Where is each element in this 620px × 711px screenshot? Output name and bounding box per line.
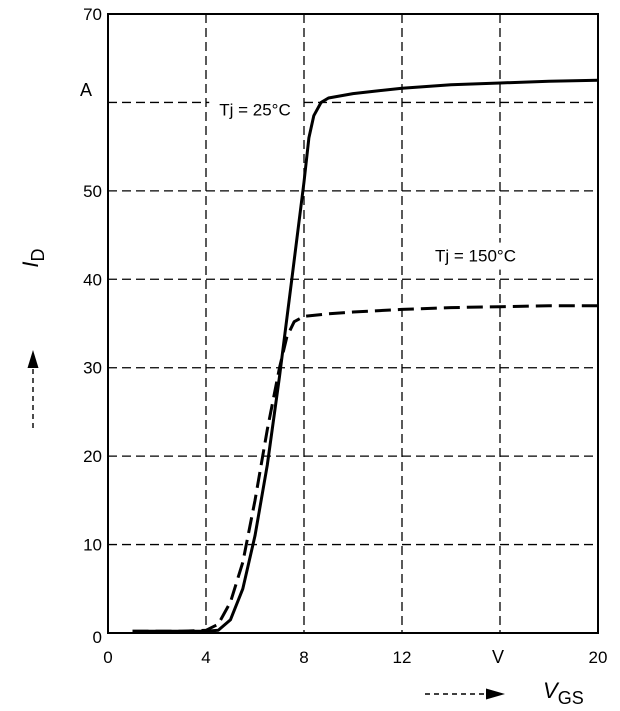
series-line-2: [132, 304, 598, 633]
x-unit-label: V: [492, 647, 504, 667]
y-tick-label: 10: [83, 536, 102, 555]
x-axis-subscript: GS: [558, 688, 584, 706]
grid-layer: [108, 14, 598, 633]
x-tick-label: 0: [103, 648, 112, 667]
x-tick-label: 8: [299, 648, 308, 667]
y-tick-label: 30: [83, 359, 102, 378]
series-annotation-1: Tj = 25°C: [219, 101, 291, 120]
annotation-background: [209, 96, 301, 124]
x-tick-label: 4: [201, 648, 210, 667]
y-tick-label: 20: [83, 447, 102, 466]
series-layer: [132, 78, 599, 633]
x-tick-label: 12: [393, 648, 412, 667]
x-axis-label: VGS: [543, 678, 584, 706]
tick-label-layer: 0 4 8 12 20 0 10 20 30 40 50 70: [83, 5, 607, 667]
y-axis-label: ID: [18, 248, 48, 267]
series-annotation-2: Tj = 150°C: [435, 247, 516, 266]
x-tick-label: 20: [589, 648, 608, 667]
series-line-1: [132, 78, 599, 633]
plot-frame: [107, 13, 599, 634]
y-axis-subscript: D: [28, 248, 48, 261]
annotation-layer: Tj = 25°C Tj = 150°C: [209, 96, 526, 270]
y-direction-arrow-icon: [27, 350, 39, 428]
y-axis-symbol: I: [18, 261, 43, 267]
y-tick-label: 40: [83, 270, 102, 289]
annotation-background: [425, 242, 526, 270]
x-axis-symbol: V: [543, 678, 560, 703]
y-tick-label: 70: [83, 5, 102, 24]
x-direction-arrow-icon: [425, 688, 505, 700]
y-tick-label: 50: [83, 182, 102, 201]
y-unit-label: A: [80, 80, 92, 100]
y-tick-label: 0: [93, 628, 102, 647]
